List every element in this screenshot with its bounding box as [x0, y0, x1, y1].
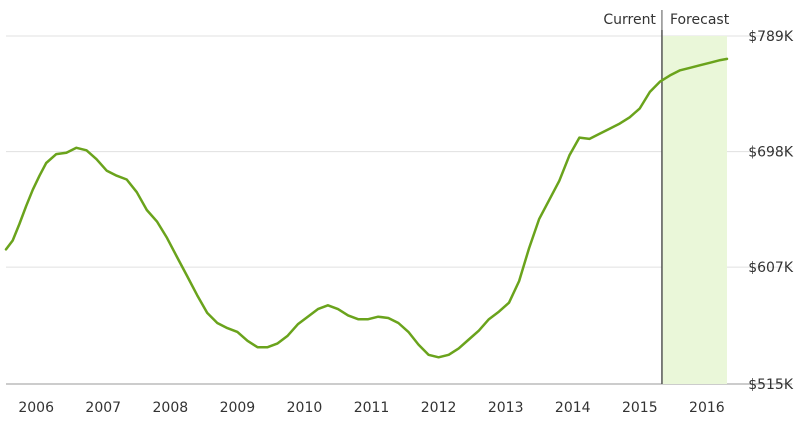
- x-tick-label: 2009: [220, 400, 256, 416]
- x-tick-label: 2010: [287, 400, 323, 416]
- x-tick-label: 2016: [689, 400, 725, 416]
- x-tick-label: 2014: [555, 400, 591, 416]
- current-label: Current: [603, 12, 656, 28]
- y-tick-label: $515K: [748, 377, 794, 393]
- y-tick-label: $698K: [748, 145, 794, 161]
- forecast-label: Forecast: [670, 12, 730, 28]
- x-tick-label: 2007: [85, 400, 121, 416]
- forecast-region: [661, 36, 727, 384]
- y-axis-ticks: $515K $607K $698K $789K: [748, 29, 794, 393]
- series-layer: [4, 57, 729, 359]
- x-tick-label: 2012: [421, 400, 457, 416]
- series-line: [4, 57, 729, 359]
- x-tick-label: 2013: [488, 400, 524, 416]
- y-tick-label: $607K: [748, 260, 794, 276]
- gridlines: [6, 35, 792, 385]
- y-tick-label: $789K: [748, 29, 794, 45]
- x-tick-label: 2006: [18, 400, 54, 416]
- x-tick-label: 2015: [622, 400, 658, 416]
- x-tick-label: 2011: [354, 400, 390, 416]
- x-tick-label: 2008: [153, 400, 189, 416]
- x-axis-ticks: 2006 2007 2008 2009 2010 2011 2012 2013 2014 2015…: [18, 400, 724, 416]
